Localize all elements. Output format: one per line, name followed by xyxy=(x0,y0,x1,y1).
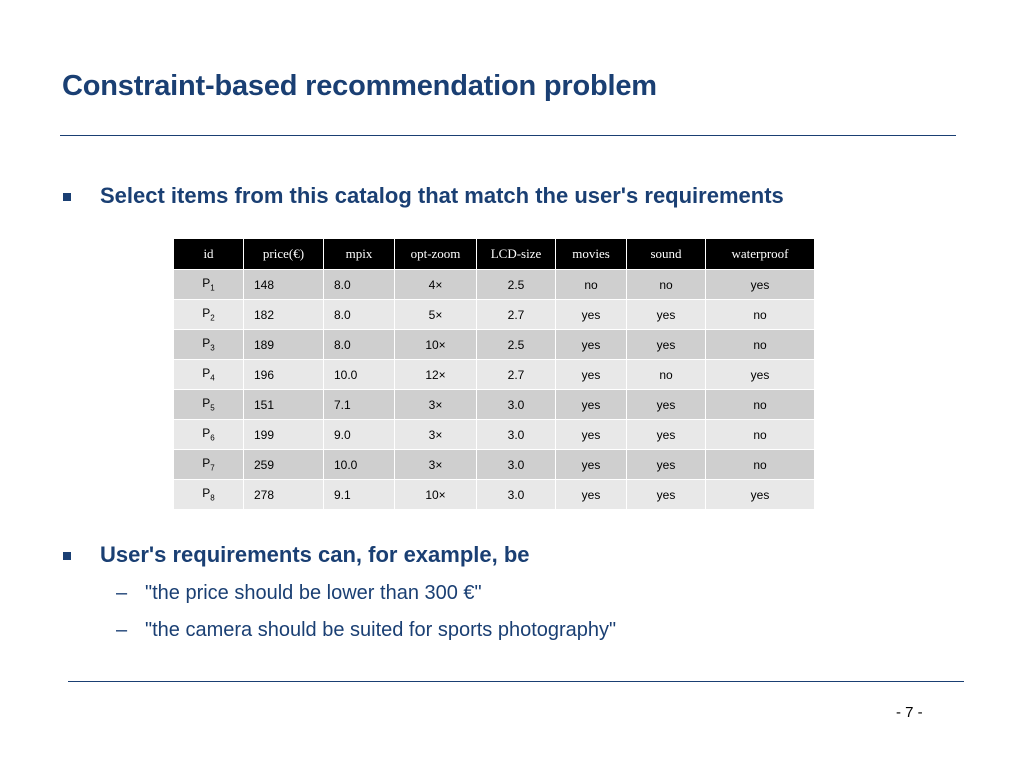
cell-waterproof: yes xyxy=(705,479,815,510)
cell-sound: yes xyxy=(626,299,706,330)
cell-mpix: 8.0 xyxy=(323,329,395,360)
cell-waterproof: no xyxy=(705,299,815,330)
cell-price: 182 xyxy=(243,299,324,330)
dash-bullet: – xyxy=(116,619,128,641)
cell-lcd-size: 3.0 xyxy=(476,449,556,480)
cell-price: 278 xyxy=(243,479,324,510)
cell-id: P4 xyxy=(173,359,244,390)
square-bullet-icon xyxy=(63,552,71,560)
cell-lcd-size: 3.0 xyxy=(476,479,556,510)
footer-divider xyxy=(68,681,964,682)
table-row: P3 189 8.0 10× 2.5 yes yes no xyxy=(173,329,815,360)
cell-waterproof: no xyxy=(705,419,815,450)
table-row: P4 196 10.0 12× 2.7 yes no yes xyxy=(173,359,815,390)
square-bullet-icon xyxy=(63,193,71,201)
cell-movies: yes xyxy=(555,389,627,420)
cell-price: 189 xyxy=(243,329,324,360)
cell-id: P5 xyxy=(173,389,244,420)
cell-lcd-size: 3.0 xyxy=(476,389,556,420)
cell-opt-zoom: 3× xyxy=(394,449,477,480)
column-header-sound: sound xyxy=(626,238,706,270)
cell-mpix: 7.1 xyxy=(323,389,395,420)
cell-movies: no xyxy=(555,269,627,300)
table-row: P5 151 7.1 3× 3.0 yes yes no xyxy=(173,389,815,420)
column-header-movies: movies xyxy=(555,238,627,270)
cell-opt-zoom: 12× xyxy=(394,359,477,390)
cell-price: 151 xyxy=(243,389,324,420)
cell-mpix: 8.0 xyxy=(323,299,395,330)
column-header-lcd-size: LCD-size xyxy=(476,238,556,270)
cell-id: P3 xyxy=(173,329,244,360)
cell-sound: yes xyxy=(626,419,706,450)
title-divider xyxy=(60,135,956,136)
cell-sound: yes xyxy=(626,389,706,420)
cell-opt-zoom: 5× xyxy=(394,299,477,330)
slide-title: Constraint-based recommendation problem xyxy=(62,70,657,102)
cell-id: P8 xyxy=(173,479,244,510)
product-catalog-table: id price(€) mpix opt-zoom LCD-size movie… xyxy=(173,238,815,510)
cell-opt-zoom: 3× xyxy=(394,389,477,420)
cell-price: 148 xyxy=(243,269,324,300)
column-header-waterproof: waterproof xyxy=(705,238,815,270)
table-row: P8 278 9.1 10× 3.0 yes yes yes xyxy=(173,479,815,510)
table-row: P2 182 8.0 5× 2.7 yes yes no xyxy=(173,299,815,330)
cell-opt-zoom: 4× xyxy=(394,269,477,300)
cell-id: P1 xyxy=(173,269,244,300)
cell-mpix: 8.0 xyxy=(323,269,395,300)
dash-bullet: – xyxy=(116,582,128,604)
cell-movies: yes xyxy=(555,419,627,450)
cell-id: P7 xyxy=(173,449,244,480)
cell-waterproof: no xyxy=(705,449,815,480)
cell-sound: no xyxy=(626,359,706,390)
cell-opt-zoom: 10× xyxy=(394,329,477,360)
cell-price: 196 xyxy=(243,359,324,390)
cell-mpix: 9.1 xyxy=(323,479,395,510)
cell-opt-zoom: 3× xyxy=(394,419,477,450)
cell-movies: yes xyxy=(555,449,627,480)
column-header-price: price(€) xyxy=(243,238,324,270)
cell-lcd-size: 2.7 xyxy=(476,299,556,330)
cell-sound: yes xyxy=(626,329,706,360)
column-header-id: id xyxy=(173,238,244,270)
cell-waterproof: no xyxy=(705,329,815,360)
sub-bullet-text: "the price should be lower than 300 €" xyxy=(145,582,482,604)
cell-id: P6 xyxy=(173,419,244,450)
cell-mpix: 10.0 xyxy=(323,449,395,480)
cell-movies: yes xyxy=(555,359,627,390)
cell-sound: no xyxy=(626,269,706,300)
column-header-opt-zoom: opt-zoom xyxy=(394,238,477,270)
cell-opt-zoom: 10× xyxy=(394,479,477,510)
cell-movies: yes xyxy=(555,299,627,330)
cell-movies: yes xyxy=(555,329,627,360)
cell-mpix: 9.0 xyxy=(323,419,395,450)
cell-waterproof: yes xyxy=(705,269,815,300)
cell-sound: yes xyxy=(626,449,706,480)
cell-mpix: 10.0 xyxy=(323,359,395,390)
cell-lcd-size: 2.5 xyxy=(476,329,556,360)
cell-waterproof: no xyxy=(705,389,815,420)
bullet-text: Select items from this catalog that matc… xyxy=(100,183,784,208)
cell-movies: yes xyxy=(555,479,627,510)
cell-lcd-size: 2.5 xyxy=(476,269,556,300)
table-row: P7 259 10.0 3× 3.0 yes yes no xyxy=(173,449,815,480)
cell-id: P2 xyxy=(173,299,244,330)
cell-lcd-size: 3.0 xyxy=(476,419,556,450)
sub-bullet-text: "the camera should be suited for sports … xyxy=(145,619,617,641)
cell-price: 259 xyxy=(243,449,324,480)
table-header-row: id price(€) mpix opt-zoom LCD-size movie… xyxy=(173,238,815,270)
bullet-text: User's requirements can, for example, be xyxy=(100,542,530,567)
cell-waterproof: yes xyxy=(705,359,815,390)
column-header-mpix: mpix xyxy=(323,238,395,270)
cell-lcd-size: 2.7 xyxy=(476,359,556,390)
cell-price: 199 xyxy=(243,419,324,450)
page-number: - 7 - xyxy=(896,704,923,721)
table-row: P6 199 9.0 3× 3.0 yes yes no xyxy=(173,419,815,450)
table-row: P1 148 8.0 4× 2.5 no no yes xyxy=(173,269,815,300)
cell-sound: yes xyxy=(626,479,706,510)
